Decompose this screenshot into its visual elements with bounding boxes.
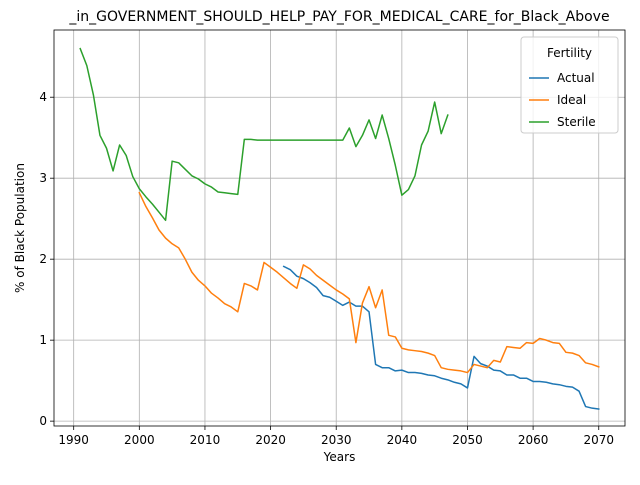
x-tick-label: 2000: [124, 433, 155, 447]
plot-frame: [53, 29, 626, 427]
legend-label-ideal: Ideal: [557, 93, 586, 107]
legend-title: Fertility: [547, 46, 592, 60]
x-tick-label: 2070: [583, 433, 614, 447]
y-tick-label: 3: [39, 171, 47, 185]
x-axis-label: Years: [323, 450, 356, 464]
x-tick-label: 2060: [518, 433, 549, 447]
y-tick-label: 1: [39, 333, 47, 347]
axis-ticks: 1990 2000 2010 2020 2030 2040 2050 2060 2070 0 1 2 3…: [39, 90, 614, 447]
x-tick-label: 2040: [387, 433, 418, 447]
series-line-ideal: [138, 191, 600, 374]
x-tick-label: 1990: [58, 433, 89, 447]
legend-items: Actual Ideal Sterile: [529, 71, 596, 129]
legend: Fertility Actual Ideal Sterile: [520, 36, 619, 134]
x-tick-label: 2030: [321, 433, 352, 447]
y-tick-label: 4: [39, 90, 47, 104]
y-tick-label: 0: [39, 414, 47, 428]
chart-title: _in_GOVERNMENT_SHOULD_HELP_PAY_FOR_MEDIC…: [68, 9, 609, 25]
legend-box: [520, 36, 619, 134]
series-line-actual: [282, 265, 600, 410]
series-lines: [79, 47, 600, 410]
x-tick-label: 2010: [190, 433, 221, 447]
x-tick-label: 2020: [255, 433, 286, 447]
legend-label-actual: Actual: [557, 71, 595, 85]
x-tick-label: 2050: [452, 433, 483, 447]
legend-label-sterile: Sterile: [557, 115, 596, 129]
y-tick-label: 2: [39, 252, 47, 266]
y-axis-label: % of Black Population: [13, 163, 27, 293]
series-line-sterile: [79, 47, 449, 222]
